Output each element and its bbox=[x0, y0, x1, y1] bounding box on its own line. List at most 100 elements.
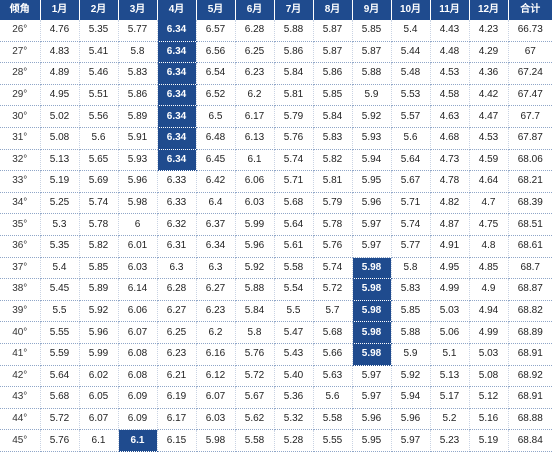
value-cell: 5.3 bbox=[40, 213, 80, 236]
value-cell: 4.8 bbox=[469, 235, 509, 258]
value-cell: 5.69 bbox=[79, 170, 119, 193]
value-cell: 6.16 bbox=[196, 343, 236, 366]
value-cell: 6.4 bbox=[196, 192, 236, 215]
tilt-angle-cell: 29° bbox=[0, 84, 41, 107]
value-cell: 6.03 bbox=[235, 192, 275, 215]
value-cell: 6.28 bbox=[235, 20, 275, 42]
value-cell: 6.32 bbox=[157, 213, 197, 236]
value-cell: 5.88 bbox=[274, 20, 314, 42]
value-cell: 5.96 bbox=[391, 408, 431, 431]
value-cell: 4.95 bbox=[40, 84, 80, 107]
value-cell: 5.96 bbox=[79, 321, 119, 344]
value-cell: 6.34 bbox=[157, 20, 197, 42]
value-cell: 5.94 bbox=[352, 149, 392, 172]
total-cell: 68.82 bbox=[508, 300, 552, 323]
header-cell-month: 11月 bbox=[430, 0, 470, 20]
value-cell: 5.92 bbox=[79, 300, 119, 323]
value-cell: 5.2 bbox=[430, 408, 470, 431]
total-cell: 68.61 bbox=[508, 235, 552, 258]
value-cell: 5.47 bbox=[274, 321, 314, 344]
value-cell: 5.13 bbox=[430, 365, 470, 388]
value-cell: 5.12 bbox=[469, 386, 509, 409]
value-cell: 5.67 bbox=[235, 386, 275, 409]
value-cell: 4.48 bbox=[430, 41, 470, 64]
value-cell: 5.82 bbox=[79, 235, 119, 258]
value-cell: 5.36 bbox=[274, 386, 314, 409]
total-cell: 67.7 bbox=[508, 105, 552, 128]
table-body: 26° 4.76 5.35 5.77 6.34 6.57 6.28 5.88 5.87 5.85 5… bbox=[0, 20, 552, 452]
value-cell: 5.28 bbox=[274, 429, 314, 452]
value-cell: 5.85 bbox=[391, 300, 431, 323]
value-cell: 4.36 bbox=[469, 62, 509, 85]
value-cell: 5.65 bbox=[79, 149, 119, 172]
tilt-angle-cell: 34° bbox=[0, 192, 41, 215]
value-cell: 5.35 bbox=[40, 235, 80, 258]
total-cell: 68.39 bbox=[508, 192, 552, 215]
total-cell: 68.7 bbox=[508, 257, 552, 280]
value-cell: 5.64 bbox=[274, 213, 314, 236]
value-cell: 5.81 bbox=[274, 84, 314, 107]
value-cell: 6.1 bbox=[235, 149, 275, 172]
value-cell: 5.9 bbox=[391, 343, 431, 366]
header-cell-month: 5月 bbox=[196, 0, 236, 20]
value-cell: 5.84 bbox=[313, 105, 353, 128]
value-cell: 5.84 bbox=[235, 300, 275, 323]
total-cell: 68.84 bbox=[508, 429, 552, 452]
value-cell: 4.78 bbox=[430, 170, 470, 193]
value-cell: 5.97 bbox=[391, 429, 431, 452]
header-cell-month: 6月 bbox=[235, 0, 275, 20]
header-cell-month: 3月 bbox=[118, 0, 158, 20]
value-cell: 5.72 bbox=[40, 408, 80, 431]
value-cell: 5.79 bbox=[274, 105, 314, 128]
table-header: 倾角 1月 2月 3月 4月 5月 6月 7月 8月 9月 10月 11月 12月 合计 bbox=[0, 0, 552, 20]
value-cell: 5.66 bbox=[313, 343, 353, 366]
value-cell: 5.59 bbox=[40, 343, 80, 366]
value-cell: 5.93 bbox=[118, 149, 158, 172]
value-cell: 5.6 bbox=[313, 386, 353, 409]
value-cell: 6.08 bbox=[118, 343, 158, 366]
total-cell: 67.87 bbox=[508, 127, 552, 150]
table-row: 37° 5.4 5.85 6.03 6.3 6.3 5.92 5.58 5.74 5.98 5.8 4… bbox=[0, 257, 552, 280]
value-cell: 4.75 bbox=[469, 213, 509, 236]
value-cell: 5.8 bbox=[391, 257, 431, 280]
value-cell: 6.1 bbox=[79, 429, 119, 452]
value-cell: 5.81 bbox=[313, 170, 353, 193]
total-cell: 68.89 bbox=[508, 321, 552, 344]
value-cell: 5.48 bbox=[391, 62, 431, 85]
value-cell: 5.5 bbox=[274, 300, 314, 323]
total-cell: 68.06 bbox=[508, 149, 552, 172]
tilt-angle-cell: 41° bbox=[0, 343, 41, 366]
value-cell: 4.29 bbox=[469, 41, 509, 64]
value-cell: 6.12 bbox=[196, 365, 236, 388]
value-cell: 4.94 bbox=[469, 300, 509, 323]
tilt-angle-cell: 43° bbox=[0, 386, 41, 409]
value-cell: 6.5 bbox=[196, 105, 236, 128]
value-cell: 5.98 bbox=[352, 300, 392, 323]
value-cell: 5.19 bbox=[40, 170, 80, 193]
value-cell: 5.74 bbox=[313, 257, 353, 280]
value-cell: 5.68 bbox=[313, 321, 353, 344]
value-cell: 5.76 bbox=[40, 429, 80, 452]
value-cell: 4.43 bbox=[430, 20, 470, 42]
table-row: 31° 5.08 5.6 5.91 6.34 6.48 6.13 5.76 5.83 5.93 5.… bbox=[0, 127, 552, 150]
value-cell: 6.09 bbox=[118, 386, 158, 409]
value-cell: 4.99 bbox=[469, 321, 509, 344]
table-row: 44° 5.72 6.07 6.09 6.17 6.03 5.62 5.32 5.58 5.96 5… bbox=[0, 408, 552, 431]
value-cell: 6.34 bbox=[157, 41, 197, 64]
value-cell: 4.63 bbox=[430, 105, 470, 128]
value-cell: 5.7 bbox=[313, 300, 353, 323]
header-cell-month: 4月 bbox=[157, 0, 197, 20]
value-cell: 5.86 bbox=[118, 84, 158, 107]
value-cell: 6.06 bbox=[235, 170, 275, 193]
value-cell: 5.35 bbox=[79, 20, 119, 42]
value-cell: 6.2 bbox=[235, 84, 275, 107]
value-cell: 6.23 bbox=[196, 300, 236, 323]
value-cell: 5.77 bbox=[391, 235, 431, 258]
value-cell: 6 bbox=[118, 213, 158, 236]
value-cell: 6.21 bbox=[157, 365, 197, 388]
value-cell: 6.57 bbox=[196, 20, 236, 42]
value-cell: 5.8 bbox=[118, 41, 158, 64]
value-cell: 5.51 bbox=[79, 84, 119, 107]
value-cell: 5.93 bbox=[352, 127, 392, 150]
value-cell: 5.92 bbox=[235, 257, 275, 280]
